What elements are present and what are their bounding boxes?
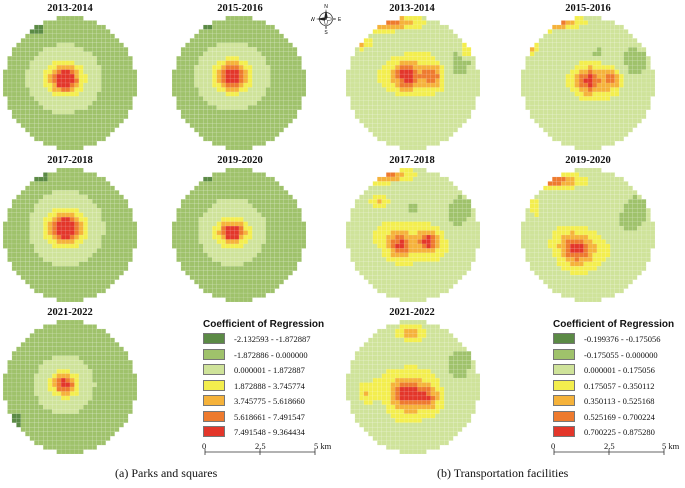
legend-swatch xyxy=(553,395,575,406)
map-parks-2013-2014 xyxy=(3,16,137,150)
scale-label: 2.5 xyxy=(255,441,266,451)
legend-swatch xyxy=(553,348,575,360)
map-transport-2019-2020 xyxy=(521,168,655,302)
scale-label: 0 xyxy=(551,441,556,451)
legend-swatch xyxy=(203,364,225,375)
legend-label: -0.199376 - -0.175056 xyxy=(584,334,661,344)
scale-label: 2.5 xyxy=(604,441,615,451)
legend-swatch xyxy=(553,333,575,344)
legend-label: -1.872886 - 0.000000 xyxy=(234,349,308,360)
map-parks-2017-2018 xyxy=(3,168,137,302)
scale-label: 5 km xyxy=(662,441,680,451)
legend-swatch xyxy=(203,333,225,344)
map-transport-2015-2016 xyxy=(521,16,655,150)
map-transport-2013-2014 xyxy=(346,16,480,150)
legend-swatch xyxy=(203,426,225,437)
caption-transport: (b) Transportation facilities xyxy=(437,466,569,480)
legend-swatch xyxy=(553,410,575,422)
legend-swatch xyxy=(553,379,575,391)
year-title: 2013-2014 xyxy=(389,3,435,14)
legend-title: Coefficient of Regression xyxy=(203,319,325,330)
legend-swatch xyxy=(203,379,225,391)
legend-label: 0.525169 - 0.700224 xyxy=(584,411,655,422)
year-title: 2019-2020 xyxy=(217,155,263,166)
year-title: 2015-2016 xyxy=(217,3,263,14)
year-title: 2021-2022 xyxy=(389,307,435,318)
legend-label: 0.175057 - 0.350112 xyxy=(584,380,655,391)
year-title: 2017-2018 xyxy=(389,155,435,166)
map-transport-2017-2018 xyxy=(346,168,480,302)
compass-w: W xyxy=(311,17,315,23)
legend-label: 7.491548 - 9.364434 xyxy=(234,427,305,437)
map-parks-2015-2016 xyxy=(172,16,306,150)
legend-label: 5.618661 - 7.491547 xyxy=(234,411,305,422)
compass-e: E xyxy=(338,17,341,23)
year-title: 2021-2022 xyxy=(47,307,93,318)
legend-swatch xyxy=(553,426,575,437)
compass-s: S xyxy=(324,30,328,35)
map-parks-2021-2022 xyxy=(3,320,137,454)
year-title: 2017-2018 xyxy=(47,155,93,166)
scale-bar-transport xyxy=(553,449,665,455)
scale-label: 0 xyxy=(202,441,207,451)
scale-bar-parks xyxy=(204,449,316,455)
year-title: 2013-2014 xyxy=(47,3,93,14)
legend-label: 0.000001 - 0.175056 xyxy=(584,365,655,375)
map-transport-2021-2022 xyxy=(346,320,480,454)
legend-label: 3.745775 - 5.618660 xyxy=(234,396,305,406)
legend-label: -0.175055 - 0.000000 xyxy=(584,349,658,360)
legend-swatch xyxy=(553,364,575,375)
year-title: 2019-2020 xyxy=(565,155,611,166)
year-title: 2015-2016 xyxy=(565,3,611,14)
legend-swatch xyxy=(203,410,225,422)
legend-label: 0.700225 - 0.875280 xyxy=(584,427,655,437)
legend-label: 1.872888 - 3.745774 xyxy=(234,380,305,391)
scale-label: 5 km xyxy=(314,441,332,451)
caption-parks: (a) Parks and squares xyxy=(115,466,218,480)
legend-swatch xyxy=(203,348,225,360)
legend-title: Coefficient of Regression xyxy=(553,319,675,330)
compass-n: N xyxy=(324,4,328,10)
legend-label: -2.132593 - -1.872887 xyxy=(234,334,311,344)
map-parks-2019-2020 xyxy=(172,168,306,302)
legend-label: 0.350113 - 0.525168 xyxy=(584,396,655,406)
legend-label: 0.000001 - 1.872887 xyxy=(234,365,305,375)
compass-icon: N E S W xyxy=(311,4,341,35)
legend-swatch xyxy=(203,395,225,406)
